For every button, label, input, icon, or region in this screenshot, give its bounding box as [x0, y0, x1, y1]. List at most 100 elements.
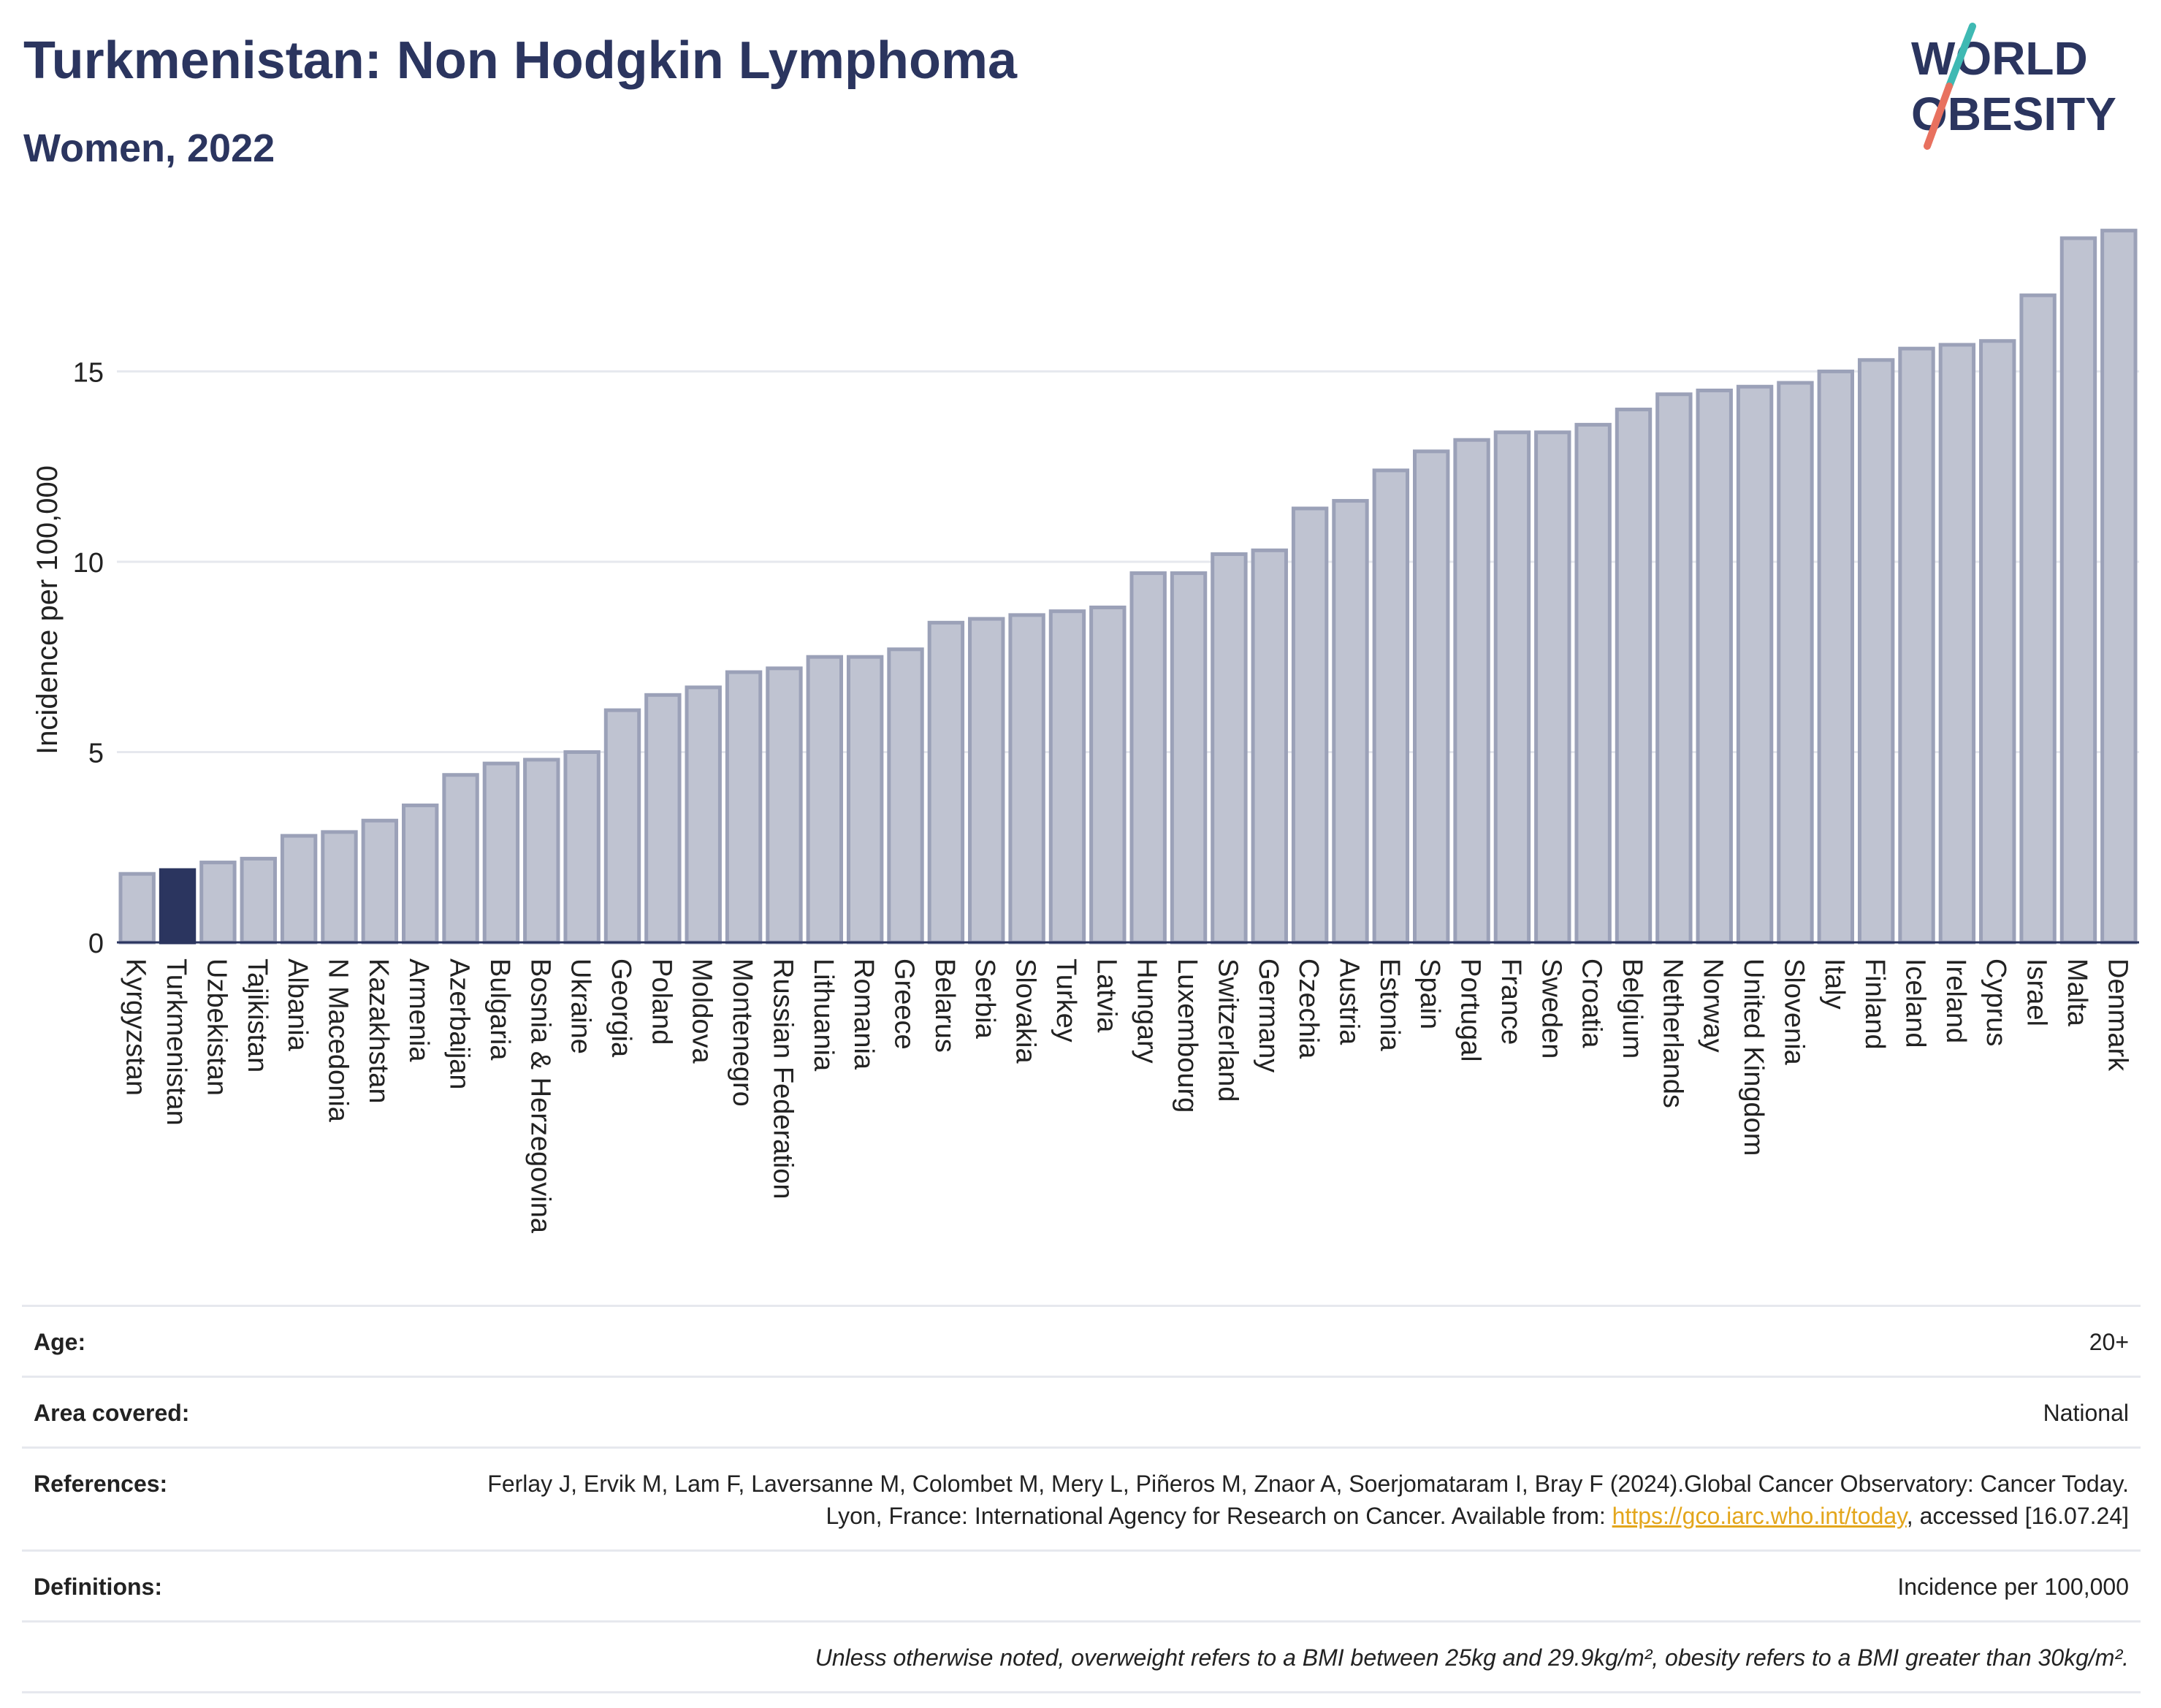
definitions-label: Definitions:	[34, 1574, 162, 1600]
bar-czechia	[1291, 506, 1329, 945]
x-tick-label: Switzerland	[1212, 958, 1243, 1102]
bar-slovenia	[1777, 381, 1814, 945]
info-table: Age: 20+ Area covered: National Referenc…	[22, 1305, 2141, 1693]
x-tick-label: Turkey	[1051, 958, 1081, 1042]
y-tick-label: 5	[88, 738, 104, 769]
y-tick-label: 15	[73, 357, 104, 388]
x-tick-label: Bosnia & Herzegovina	[525, 958, 555, 1234]
x-tick-label: United Kingdom	[1738, 958, 1769, 1156]
bar-austria	[1332, 499, 1369, 945]
y-tick-label: 10	[73, 548, 104, 579]
x-tick-label: Italy	[1819, 958, 1850, 1010]
bar-armenia	[402, 803, 439, 945]
x-tick-label: Malta	[2062, 958, 2092, 1027]
references-label: References:	[34, 1471, 168, 1497]
bar-latvia	[1089, 605, 1127, 945]
bar-iceland	[1898, 346, 1935, 945]
x-tick-label: Norway	[1698, 958, 1729, 1053]
bar-ireland	[1938, 343, 1976, 945]
bar-germany	[1251, 548, 1288, 945]
bar-switzerland	[1211, 552, 1248, 945]
x-tick-label: Montenegro	[727, 958, 758, 1107]
x-tick-label: Luxembourg	[1172, 958, 1203, 1113]
x-tick-label: Romania	[848, 958, 879, 1070]
references-value: Ferlay J, Ervik M, Lam F, Laversanne M, …	[449, 1468, 2129, 1532]
x-tick-label: Cyprus	[1981, 958, 2011, 1046]
x-tick-label: Czechia	[1293, 958, 1324, 1059]
x-tick-label: Slovenia	[1778, 958, 1809, 1066]
info-row-area: Area covered: National	[22, 1376, 2141, 1446]
bar-azerbaijan	[442, 773, 479, 945]
bar-bosnia-herzegovina	[523, 758, 560, 945]
x-tick-label: Croatia	[1577, 958, 1607, 1048]
bar-greece	[887, 647, 924, 945]
bar-france	[1493, 430, 1531, 945]
bar-uzbekistan	[199, 861, 237, 945]
x-tick-label: Lithuania	[808, 958, 839, 1072]
info-row-age: Age: 20+	[22, 1305, 2141, 1376]
bar-sweden	[1534, 430, 1571, 945]
bar-poland	[644, 693, 682, 945]
bar-italy	[1817, 369, 1854, 945]
x-tick-label: Albania	[282, 958, 313, 1052]
bar-chart: 0 5 10 15 Kyrgyzstan Turkmenistan Uzbekistan T…	[31, 229, 2139, 1234]
x-tick-label: Austria	[1333, 958, 1364, 1045]
x-tick-label: Azerbaijan	[444, 958, 475, 1090]
references-suffix: , accessed [16.07.24]	[1906, 1503, 2129, 1529]
bar-montenegro	[725, 670, 763, 945]
bars	[118, 229, 2138, 945]
x-tick-label: Belarus	[929, 958, 960, 1053]
bar-ukraine	[563, 750, 601, 945]
bar-portugal	[1453, 438, 1490, 945]
bar-luxembourg	[1170, 571, 1208, 945]
bar-kazakhstan	[361, 818, 399, 945]
definitions-value: Incidence per 100,000	[1897, 1574, 2129, 1600]
x-tick-label: Ireland	[1940, 958, 1971, 1043]
x-tick-label: Sweden	[1536, 958, 1566, 1059]
x-tick-label: Kyrgyzstan	[121, 958, 151, 1096]
references-link[interactable]: https://gco.iarc.who.int/today	[1612, 1503, 1907, 1529]
x-tick-label: Denmark	[2102, 958, 2133, 1072]
x-tick-label: Netherlands	[1657, 958, 1688, 1108]
x-tick-label: Hungary	[1132, 958, 1162, 1064]
bar-n-macedonia	[321, 830, 358, 945]
page-title: Turkmenistan: Non Hodgkin Lymphoma	[23, 31, 1018, 90]
world-obesity-logo: WORLD OBESITY	[1911, 23, 2116, 150]
references-text: Ferlay J, Ervik M, Lam F, Laversanne M, …	[487, 1471, 2129, 1529]
area-label: Area covered:	[34, 1400, 190, 1426]
x-tick-label: Slovakia	[1010, 958, 1041, 1064]
bar-israel	[2019, 293, 2057, 945]
bar-kyrgyzstan	[118, 872, 156, 945]
x-tick-label: Belgium	[1617, 958, 1647, 1059]
x-tick-label: Ukraine	[565, 958, 596, 1054]
x-tick-label: Portugal	[1455, 958, 1486, 1062]
x-tick-label: Russian Federation	[767, 958, 798, 1200]
x-tick-label: Latvia	[1091, 958, 1121, 1033]
x-tick-label: Tajikistan	[242, 958, 272, 1072]
x-tick-label: N Macedonia	[322, 958, 353, 1123]
info-row-definitions: Definitions: Incidence per 100,000	[22, 1549, 2141, 1620]
bar-albania	[280, 834, 318, 945]
x-tick-label: France	[1495, 958, 1526, 1045]
bar-romania	[846, 655, 884, 945]
bar-malta	[2059, 236, 2097, 945]
x-tick-label: Bulgaria	[484, 958, 515, 1061]
bar-croatia	[1574, 422, 1612, 945]
bar-hungary	[1129, 571, 1167, 945]
x-tick-label: Georgia	[606, 958, 636, 1058]
page-subtitle: Women, 2022	[23, 126, 275, 170]
bar-denmark	[2100, 229, 2138, 945]
bar-georgia	[603, 708, 641, 945]
y-tick-label: 0	[88, 929, 104, 959]
bar-finland	[1857, 358, 1895, 945]
bar-turkmenistan	[159, 868, 197, 945]
bar-bulgaria	[482, 761, 520, 945]
x-tick-label: Israel	[2021, 958, 2052, 1026]
x-tick-label: Uzbekistan	[201, 958, 232, 1096]
bar-united-kingdom	[1736, 384, 1774, 945]
bar-serbia	[968, 617, 1005, 945]
x-axis-labels: Kyrgyzstan Turkmenistan Uzbekistan Tajikist…	[121, 958, 2133, 1234]
bar-belgium	[1615, 408, 1653, 945]
info-row-references: References: Ferlay J, Ervik M, Lam F, La…	[22, 1446, 2141, 1549]
x-tick-label: Iceland	[1900, 958, 1931, 1048]
